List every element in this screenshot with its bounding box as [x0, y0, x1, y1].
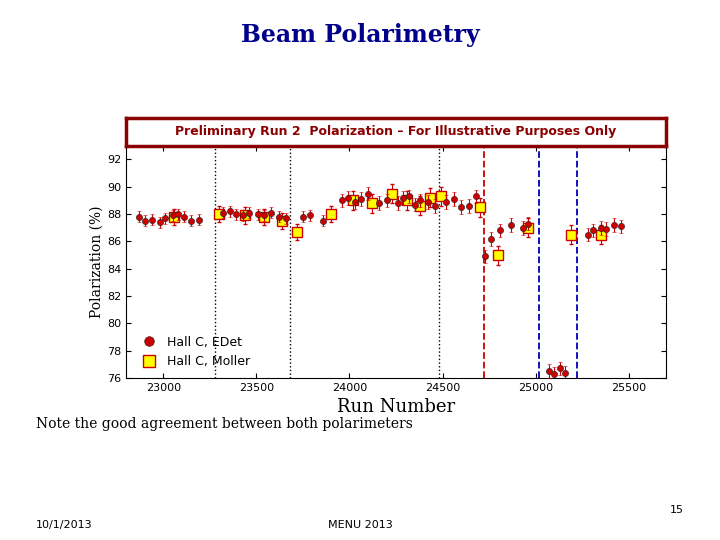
Legend: Hall C, EDet, Hall C, Moller: Hall C, EDet, Hall C, Moller [132, 332, 254, 372]
Text: Preliminary Run 2  Polarization – For Illustrative Purposes Only: Preliminary Run 2 Polarization – For Ill… [176, 125, 616, 138]
Text: 15: 15 [670, 505, 684, 515]
Text: Beam Polarimetry: Beam Polarimetry [240, 23, 480, 47]
Y-axis label: Polarization (%): Polarization (%) [90, 206, 104, 318]
Text: 10/1/2013: 10/1/2013 [36, 520, 93, 530]
Text: Note the good agreement between both polarimeters: Note the good agreement between both pol… [36, 417, 413, 431]
X-axis label: Run Number: Run Number [337, 399, 455, 416]
Text: MENU 2013: MENU 2013 [328, 520, 392, 530]
